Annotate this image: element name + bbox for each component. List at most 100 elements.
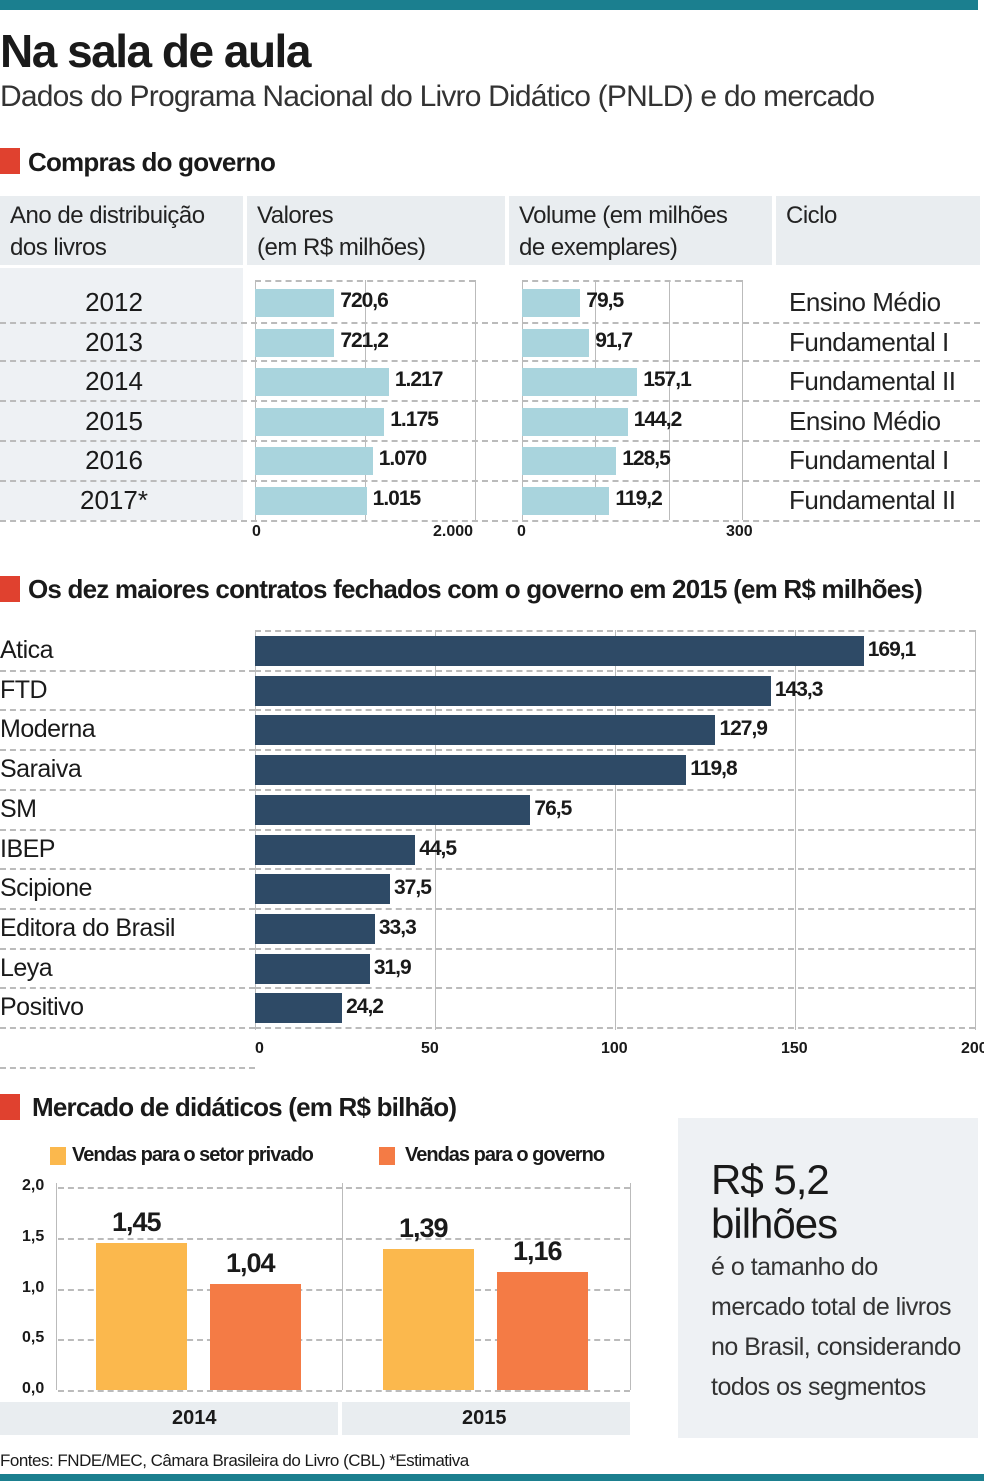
market-bar [497,1272,588,1390]
contract-bar [255,715,716,746]
contract-value-label: 44,5 [419,836,457,860]
row-divider [0,947,255,950]
row-divider [0,788,255,791]
x-tick-label: 200 [961,1040,984,1057]
callout-line: todos os segmentos [711,1373,926,1401]
year-column-bg [0,268,243,520]
ciclo-label: Ensino Médio [789,287,941,317]
grid-line [58,1237,630,1240]
company-label: SM [0,794,37,823]
section-marker [0,1094,20,1120]
ciclo-label: Ensino Médio [789,405,941,436]
year-band [342,1402,630,1435]
contract-value-label: 24,2 [346,995,384,1019]
x-tick-label: 50 [421,1040,439,1057]
row-divider [0,1027,255,1029]
contract-value-label: 169,1 [867,638,917,661]
x-tick-label: 0 [517,523,526,540]
y-tick-label: 2,0 [22,1177,45,1194]
volume-value-label: 157,1 [643,368,692,392]
header-line: Valores [257,202,334,229]
valores-bar [255,487,367,515]
valores-value-label: 720,6 [340,289,389,312]
contract-value-label: 119,8 [690,757,737,781]
row-divider [0,907,255,910]
ciclo-label: Fundamental II [789,485,956,515]
valores-value-label: 1.175 [390,407,439,431]
market-value-label: 1,45 [112,1206,162,1237]
company-label: Moderna [0,715,96,744]
grid-line [435,630,436,1030]
valores-bar [255,328,335,357]
year-label: 2014 [85,366,143,397]
volume-value-label: 128,5 [622,447,671,471]
volume-bar [522,487,610,515]
header-line: Ano de distribuição [10,202,205,229]
callout-unit: bilhões [711,1200,838,1247]
x-tick-label: 150 [781,1040,808,1057]
contract-bar [255,913,375,944]
company-label: Positivo [0,993,84,1022]
col-header-ano: Ano de distribuição dos livros [0,196,243,265]
top-accent-bar [0,0,978,10]
contract-bar [255,794,531,825]
grid-line [615,630,616,1030]
year-label: 2016 [85,445,143,476]
legend-swatch-private [50,1147,66,1165]
ciclo-label: Fundamental I [789,326,949,357]
bottom-accent-bar [0,1474,984,1481]
grid-line [742,280,743,520]
legend-label-private: Vendas para o setor privado [72,1144,314,1166]
callout-line: mercado total de livros [711,1293,952,1321]
contract-bar [255,874,390,905]
header-line: de exemplares) [519,234,678,261]
contract-value-label: 127,9 [719,717,768,741]
grid-line [255,630,256,1030]
year-label: 2015 [85,405,143,436]
row-divider [0,322,980,324]
row-divider [0,749,255,752]
section-title-compras: Compras do governo [28,147,276,177]
grid-line [669,280,670,520]
market-bar [383,1248,474,1390]
row-divider [0,987,255,990]
grid-line [975,630,976,1030]
legend-swatch-government [379,1147,395,1165]
col-header-volume: Volume (em milhões de exemplares) [509,196,772,265]
section-title-contratos: Os dez maiores contratos fechados com o … [28,574,923,604]
valores-value-label: 1.015 [372,487,422,510]
row-divider [0,709,255,712]
valores-value-label: 1.217 [394,368,444,392]
volume-value-label: 119,2 [615,487,662,510]
year-label: 2013 [85,326,143,357]
page-subtitle: Dados do Programa Nacional do Livro Didá… [0,80,875,113]
grid-line [58,1288,630,1291]
ciclo-label: Fundamental I [789,445,949,476]
volume-bar [522,328,590,357]
grid-line [365,280,366,520]
row-divider [0,440,980,442]
x-tick-label: 100 [601,1040,628,1057]
valores-value-label: 721,2 [340,328,389,352]
volume-bar [522,368,638,397]
contract-bar [255,636,864,666]
contract-value-label: 31,9 [373,955,412,979]
contract-bar [255,675,771,706]
x-tick-label: 2.000 [433,523,474,540]
volume-value-label: 79,5 [586,289,624,312]
row-divider [0,828,255,831]
grid-line [56,1183,57,1390]
year-label: 2012 [85,287,143,317]
callout-panel [678,1118,978,1438]
callout-value: R$ 5,2 [711,1156,830,1203]
x-tick-label: 0 [255,1040,264,1057]
footer-sources: Fontes: FNDE/MEC, Câmara Brasileira do L… [0,1451,469,1470]
x-tick-label: 0 [252,523,261,540]
y-tick-label: 1,0 [22,1278,45,1296]
callout-line: é o tamanho do [711,1253,878,1281]
grid-line [475,280,476,520]
ciclo-label: Fundamental II [789,366,956,397]
contract-bar [255,834,416,865]
company-label: Saraiva [0,755,82,784]
legend-label-government: Vendas para o governo [405,1144,605,1166]
